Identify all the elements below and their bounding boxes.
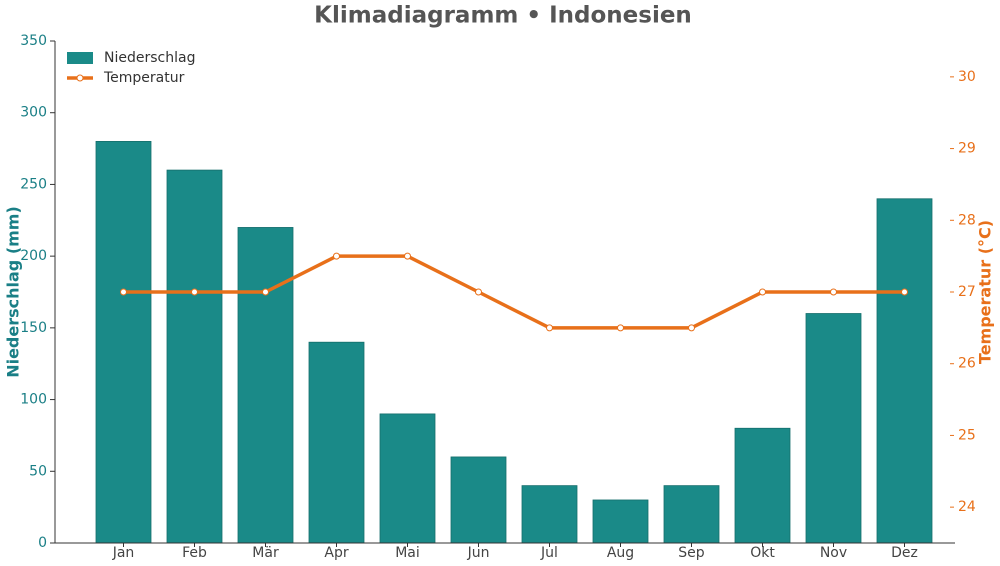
bar [237, 227, 294, 544]
temperature-line [123, 254, 905, 330]
x-tick-label: Jan [112, 545, 135, 561]
bar [166, 169, 223, 544]
legend-label: Temperatur [103, 70, 185, 86]
y-tick-label: 50 [29, 463, 47, 479]
bar [805, 313, 862, 544]
x-tick-label: Sep [678, 545, 705, 561]
x-tick-label: Okt [750, 545, 775, 561]
temperature-point [830, 288, 837, 296]
x-tick-label: Jul [540, 545, 558, 561]
y2-tick-label: 25 [958, 427, 976, 443]
x-tick-label: Mai [395, 545, 420, 561]
y-tick-label: 150 [20, 320, 47, 336]
temperature-point [262, 288, 269, 296]
bar [95, 140, 152, 544]
temperature-point [191, 288, 198, 296]
bar [308, 341, 365, 544]
x-tick-label: Nov [820, 545, 847, 561]
y-tick-label: 100 [20, 392, 47, 408]
y2-tick-label: 24 [958, 499, 976, 515]
y-tick-label: 300 [20, 105, 47, 121]
bar [592, 499, 649, 544]
x-tick-label: Aug [607, 545, 634, 561]
temperature-point [546, 324, 553, 332]
y-tick-label: 0 [38, 535, 47, 551]
bar [450, 456, 507, 544]
y2-tick-label: 30 [958, 69, 976, 85]
x-tick-label: Mär [252, 545, 279, 561]
temperature-point [901, 288, 908, 296]
y2-tick-label: 26 [958, 356, 976, 372]
y2-tick-label: 28 [958, 212, 976, 228]
temperature-point [333, 252, 340, 260]
y-tick-label: 350 [20, 33, 47, 49]
legend-marker [76, 74, 84, 82]
y2-tick-label: 27 [958, 284, 976, 300]
temperature-point [404, 252, 411, 260]
x-tick-label: Dez [891, 545, 918, 561]
y-tick-label: 200 [20, 248, 47, 264]
y-tick-label: 250 [20, 176, 47, 192]
x-tick-label: Apr [324, 545, 348, 561]
temperature-point [475, 288, 482, 296]
chart-title: Klimadiagramm • Indonesien [314, 3, 692, 29]
temperature-point [688, 324, 695, 332]
temperature-point [759, 288, 766, 296]
x-tick-label: Feb [182, 545, 207, 561]
legend-label: Niederschlag [104, 50, 195, 66]
y2-axis-label: Temperatur (°C) [976, 220, 995, 364]
y2-tick-label: 29 [958, 141, 976, 157]
bar [876, 198, 933, 544]
x-tick-label: Jun [467, 545, 490, 561]
temperature-point [617, 324, 624, 332]
y-axis-label: Niederschlag (mm) [4, 206, 23, 378]
bar [663, 485, 720, 544]
temperature-point [120, 288, 127, 296]
bar [734, 427, 791, 544]
legend-swatch [67, 52, 93, 64]
bar [521, 485, 578, 544]
bar [379, 413, 436, 544]
